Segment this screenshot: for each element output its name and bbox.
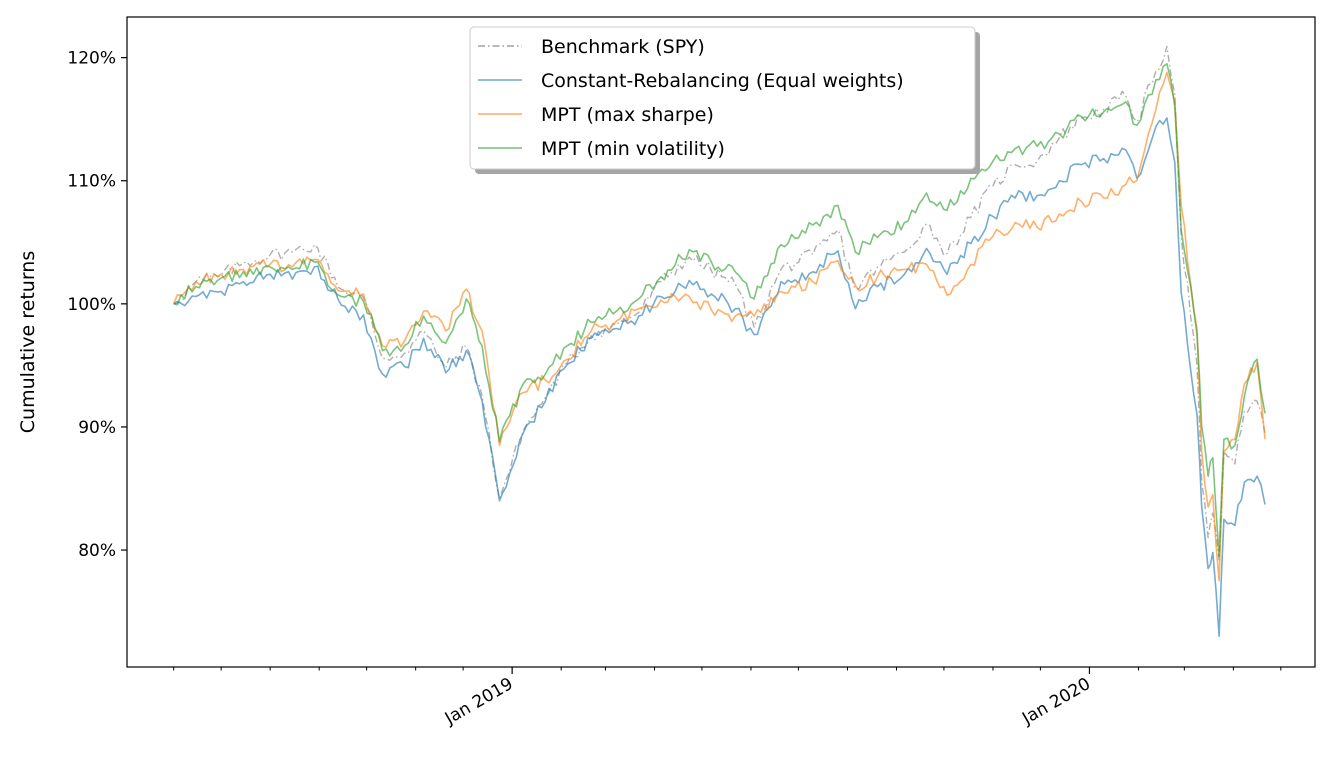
y-tick-label-1: 90% — [78, 418, 116, 438]
legend-box — [469, 26, 976, 170]
series-line-0 — [173, 45, 1266, 561]
plot-frame — [126, 16, 1316, 668]
y-axis-title: Cumulative returns — [17, 251, 39, 433]
y-tick-label-3: 110% — [67, 172, 116, 192]
legend-label-max-sharpe: MPT (max sharpe) — [541, 104, 714, 126]
series-layer — [172, 45, 1266, 638]
y-axis: 80% 90% 100% 110% 120% — [67, 49, 127, 561]
legend: Benchmark (SPY) Constant-Rebalancing (Eq… — [469, 26, 980, 174]
y-tick-label-2: 100% — [67, 295, 116, 315]
legend-label-min-volatility: MPT (min volatility) — [541, 138, 725, 160]
series-line-1 — [173, 117, 1266, 638]
legend-label-constant-rebalancing: Constant-Rebalancing (Equal weights) — [541, 70, 904, 92]
legend-label-benchmark: Benchmark (SPY) — [541, 36, 705, 58]
y-tick-label-4: 120% — [67, 49, 116, 69]
series-line-3 — [173, 62, 1266, 558]
series-line-2 — [172, 71, 1266, 582]
y-tick-label-0: 80% — [78, 541, 116, 561]
